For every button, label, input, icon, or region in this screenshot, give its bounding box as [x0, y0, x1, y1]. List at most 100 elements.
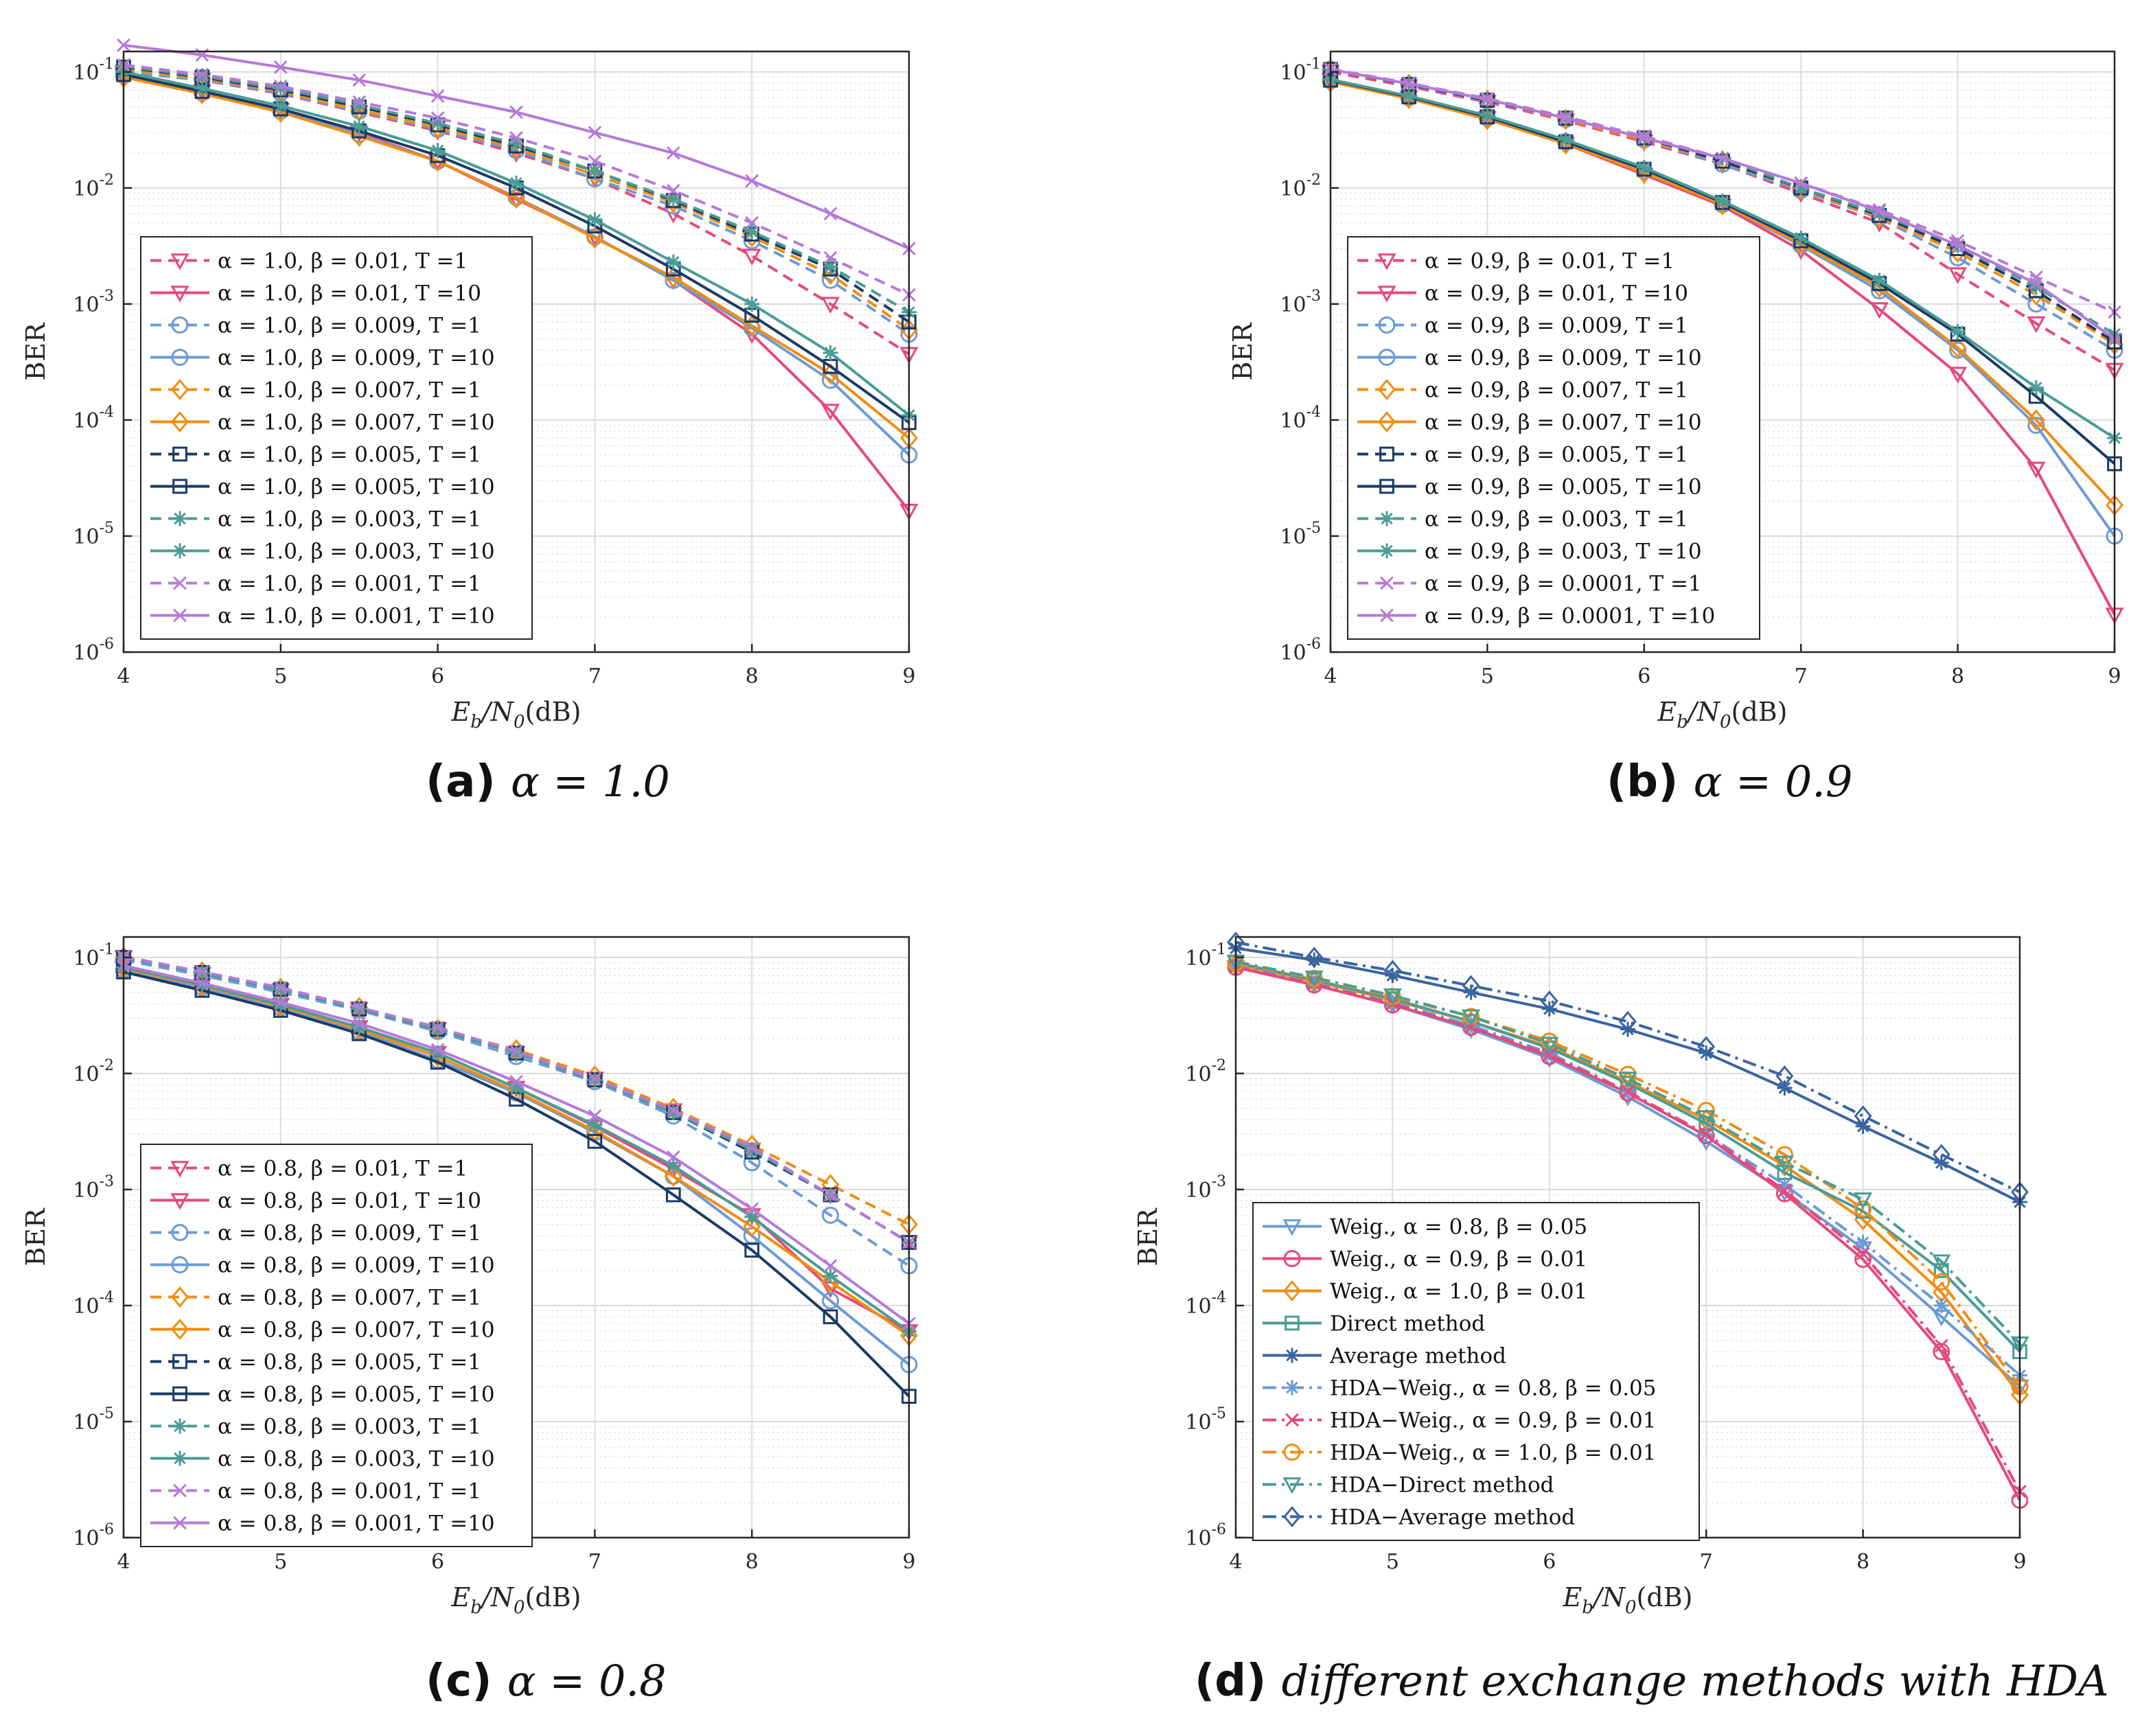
legend-label: α = 0.9, β = 0.01, T =1 [1425, 249, 1674, 274]
data-point [1697, 1036, 1716, 1058]
data-point [352, 1019, 367, 1035]
legend: α = 1.0, β = 0.01, T =1 α = 1.0, β = 0.01… [140, 236, 533, 640]
legend-item: Weig., α = 0.8, β = 0.05 [1263, 1215, 1587, 1240]
legend-item: α = 0.8, β = 0.009, T =10 [150, 1253, 495, 1278]
data-point [509, 1080, 524, 1096]
y-axis-label: BER [1133, 1207, 1163, 1266]
legend-item: α = 0.9, β = 0.01, T =1 [1357, 249, 1674, 274]
legend-marker [1283, 1250, 1301, 1267]
y-tick-label: 10-6 [73, 636, 114, 665]
legend-label: α = 0.8, β = 0.005, T =10 [218, 1382, 495, 1407]
legend-item: α = 0.9, β = 0.007, T =1 [1357, 378, 1688, 403]
legend-item: α = 0.8, β = 0.01, T =10 [150, 1189, 481, 1214]
x-tick-label: 7 [1795, 664, 1808, 688]
y-tick-label: 10-4 [1185, 1289, 1226, 1319]
data-point [1932, 1144, 1950, 1166]
y-tick-label: 10-4 [73, 404, 114, 433]
data-point [352, 95, 367, 109]
legend-item: α = 1.0, β = 0.003, T =10 [150, 540, 495, 564]
legend-item: α = 0.9, β = 0.003, T =10 [1357, 540, 1702, 564]
data-point [2027, 461, 2046, 479]
legend-label: α = 1.0, β = 0.001, T =1 [218, 572, 481, 597]
data-point [1306, 952, 1322, 968]
data-point [1558, 132, 1574, 148]
data-point [1480, 92, 1495, 106]
x-tick-label: 9 [902, 1550, 915, 1574]
legend-item: α = 0.9, β = 0.0001, T =10 [1357, 604, 1715, 629]
data-point [2027, 316, 2046, 334]
legend: α = 0.8, β = 0.01, T =1 α = 0.8, β = 0.01… [140, 1144, 533, 1547]
legend-item: α = 0.9, β = 0.009, T =10 [1357, 346, 1702, 371]
legend-label: α = 1.0, β = 0.003, T =10 [218, 540, 495, 564]
x-tick-label: 9 [2108, 664, 2121, 688]
legend-label: α = 0.8, β = 0.005, T =1 [218, 1350, 481, 1375]
legend-item: α = 0.8, β = 0.009, T =1 [150, 1221, 481, 1246]
legend-item: α = 1.0, β = 0.005, T =10 [150, 475, 495, 500]
data-point [587, 212, 603, 228]
data-point [1793, 230, 1809, 246]
legend-marker [172, 1354, 187, 1369]
legend-marker [170, 1193, 189, 1210]
legend-label: α = 0.9, β = 0.009, T =1 [1425, 314, 1688, 338]
legend-label: α = 0.9, β = 0.01, T =10 [1425, 281, 1688, 306]
data-point [430, 1021, 446, 1037]
legend-marker [173, 576, 187, 590]
legend-label: α = 0.9, β = 0.0001, T =10 [1425, 604, 1715, 629]
data-point [195, 965, 209, 979]
legend-marker [172, 446, 187, 462]
data-point [509, 1045, 524, 1061]
legend-marker [1380, 576, 1394, 590]
legend-item: HDA−Weig., α = 0.9, β = 0.01 [1263, 1409, 1657, 1433]
data-point [430, 143, 446, 159]
x-tick-label: 4 [117, 1550, 130, 1574]
y-tick-label: 10-1 [73, 941, 114, 971]
data-point [428, 1018, 447, 1041]
data-point [1934, 1339, 1948, 1353]
legend-item: α = 0.9, β = 0.01, T =10 [1357, 281, 1688, 306]
data-point [1777, 1177, 1793, 1192]
data-point [1950, 323, 1966, 339]
y-tick-label: 10-6 [1185, 1521, 1226, 1551]
legend-box [140, 1144, 533, 1547]
data-point [1775, 1155, 1794, 1172]
legend-item: α = 0.9, β = 0.009, T =1 [1357, 314, 1688, 338]
data-point [666, 1103, 680, 1118]
y-tick-label: 10-2 [73, 172, 114, 201]
data-point [744, 1209, 760, 1225]
data-point [1933, 1273, 1950, 1291]
legend-marker [173, 608, 187, 623]
x-axis-label: Eb/N0(dB) [1657, 697, 1788, 732]
data-point [1933, 1263, 1949, 1278]
y-tick-label: 10-2 [73, 1057, 114, 1087]
chart-panel-1: 10-6 10-5 10-4 10-3 10-2 10-1 4 5 6 7 8 9 Eb/N0(dB) B… [21, 38, 919, 807]
x-tick-label: 6 [431, 1550, 444, 1574]
legend-item: α = 1.0, β = 0.01, T =1 [150, 249, 468, 274]
data-point [1621, 1085, 1635, 1098]
y-axis-label: BER [1228, 322, 1258, 381]
x-tick-label: 8 [1951, 664, 1964, 688]
data-point [1948, 337, 1967, 359]
data-point [1777, 1183, 1792, 1198]
y-tick-label: 10-1 [1280, 56, 1321, 85]
data-point [509, 175, 524, 191]
legend-marker [171, 349, 189, 366]
x-tick-label: 6 [1543, 1550, 1556, 1574]
legend-marker [173, 1516, 187, 1530]
data-point [745, 174, 759, 188]
series-12 [1324, 62, 2121, 346]
y-tick-label: 10-3 [1185, 1173, 1226, 1203]
legend-marker [1379, 511, 1394, 526]
data-point [666, 146, 680, 160]
legend-item: α = 1.0, β = 0.007, T =1 [150, 378, 481, 403]
legend-marker [1285, 1315, 1300, 1331]
series-line [123, 955, 910, 1244]
data-point [194, 977, 210, 993]
axes-box [1329, 50, 2116, 653]
legend-label: HDA−Weig., α = 1.0, β = 0.01 [1330, 1441, 1657, 1466]
x-axis-label: Eb/N0(dB) [451, 1582, 582, 1618]
legend-item: α = 0.9, β = 0.007, T =10 [1357, 410, 1702, 435]
legend: Weig., α = 0.8, β = 0.05 Weig., α = 0.9, … [1252, 1202, 1700, 1541]
data-point [745, 1202, 759, 1216]
legend-label: α = 0.8, β = 0.001, T =10 [218, 1512, 495, 1536]
y-axis-label: BER [21, 1207, 51, 1266]
